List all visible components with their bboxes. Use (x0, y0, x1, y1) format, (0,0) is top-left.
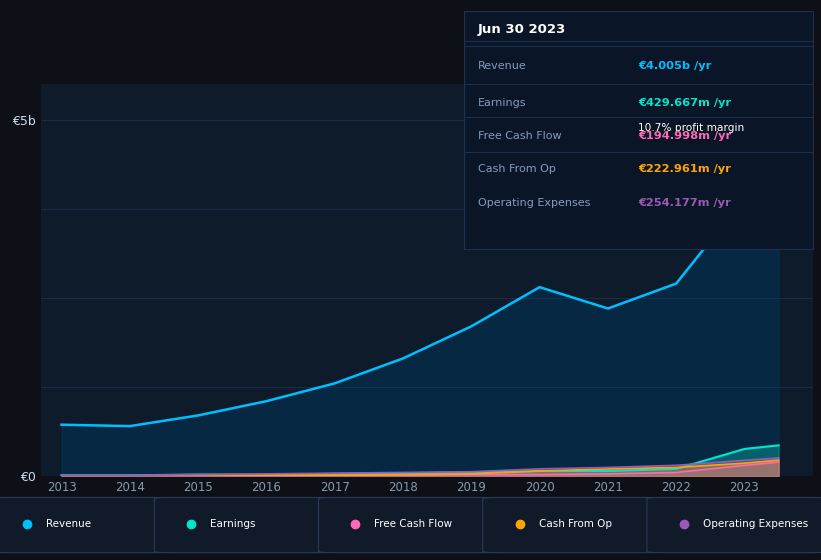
FancyBboxPatch shape (483, 497, 663, 553)
Text: Operating Expenses: Operating Expenses (703, 519, 808, 529)
Text: Free Cash Flow: Free Cash Flow (374, 519, 452, 529)
Text: Earnings: Earnings (478, 98, 526, 108)
Text: €194.998m /yr: €194.998m /yr (639, 131, 732, 141)
Text: Free Cash Flow: Free Cash Flow (478, 131, 562, 141)
Text: €254.177m /yr: €254.177m /yr (639, 198, 731, 208)
FancyBboxPatch shape (0, 497, 171, 553)
FancyBboxPatch shape (154, 497, 335, 553)
Text: €429.667m /yr: €429.667m /yr (639, 98, 732, 108)
Text: Revenue: Revenue (46, 519, 91, 529)
Text: Cash From Op: Cash From Op (539, 519, 612, 529)
Text: Earnings: Earnings (210, 519, 255, 529)
Text: €222.961m /yr: €222.961m /yr (639, 165, 732, 175)
Text: €4.005b /yr: €4.005b /yr (639, 61, 712, 71)
FancyBboxPatch shape (647, 497, 821, 553)
Text: Cash From Op: Cash From Op (478, 165, 556, 175)
Text: Operating Expenses: Operating Expenses (478, 198, 590, 208)
Text: Jun 30 2023: Jun 30 2023 (478, 23, 566, 36)
Text: 10.7% profit margin: 10.7% profit margin (639, 123, 745, 133)
Text: Revenue: Revenue (478, 61, 526, 71)
FancyBboxPatch shape (319, 497, 499, 553)
